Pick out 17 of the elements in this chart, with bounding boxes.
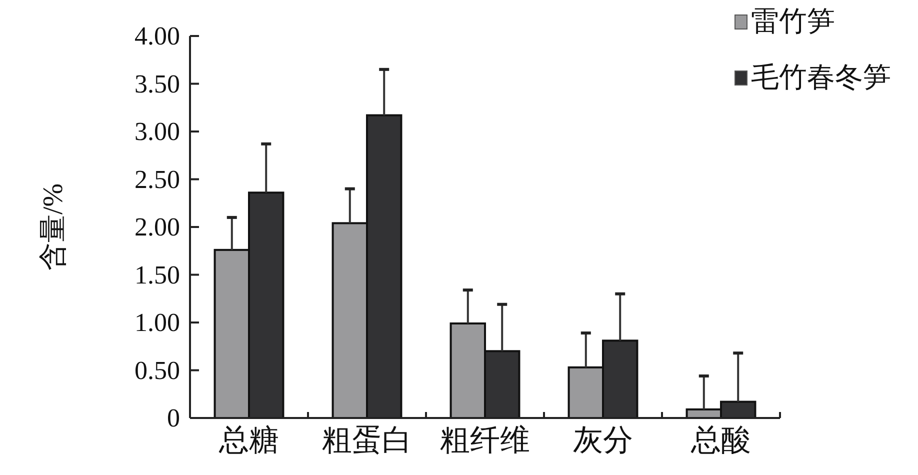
y-tick-label: 4.00 <box>134 22 180 50</box>
x-tick-label: 灰分 <box>573 424 633 457</box>
legend-label: 雷竹笋 <box>751 6 835 38</box>
y-tick-label: 2.00 <box>134 212 180 242</box>
y-tick-label: 3.50 <box>134 69 180 98</box>
y-tick-label: 0 <box>167 404 180 432</box>
x-tick-label: 粗蛋白 <box>322 424 412 457</box>
x-tick-label: 粗纤维 <box>440 424 530 457</box>
y-tick-label: 3.00 <box>134 117 180 146</box>
legend-label: 毛竹春冬笋 <box>751 62 891 94</box>
y-tick-label: 2.50 <box>134 164 180 194</box>
y-axis-title: 含量/% <box>38 183 69 271</box>
y-tick-label: 0.50 <box>134 356 180 385</box>
y-tick-label: 1.00 <box>134 308 180 337</box>
y-tick-label: 1.50 <box>134 260 180 290</box>
x-tick-label: 总酸 <box>690 424 751 457</box>
x-tick-label: 总糖 <box>218 424 279 457</box>
